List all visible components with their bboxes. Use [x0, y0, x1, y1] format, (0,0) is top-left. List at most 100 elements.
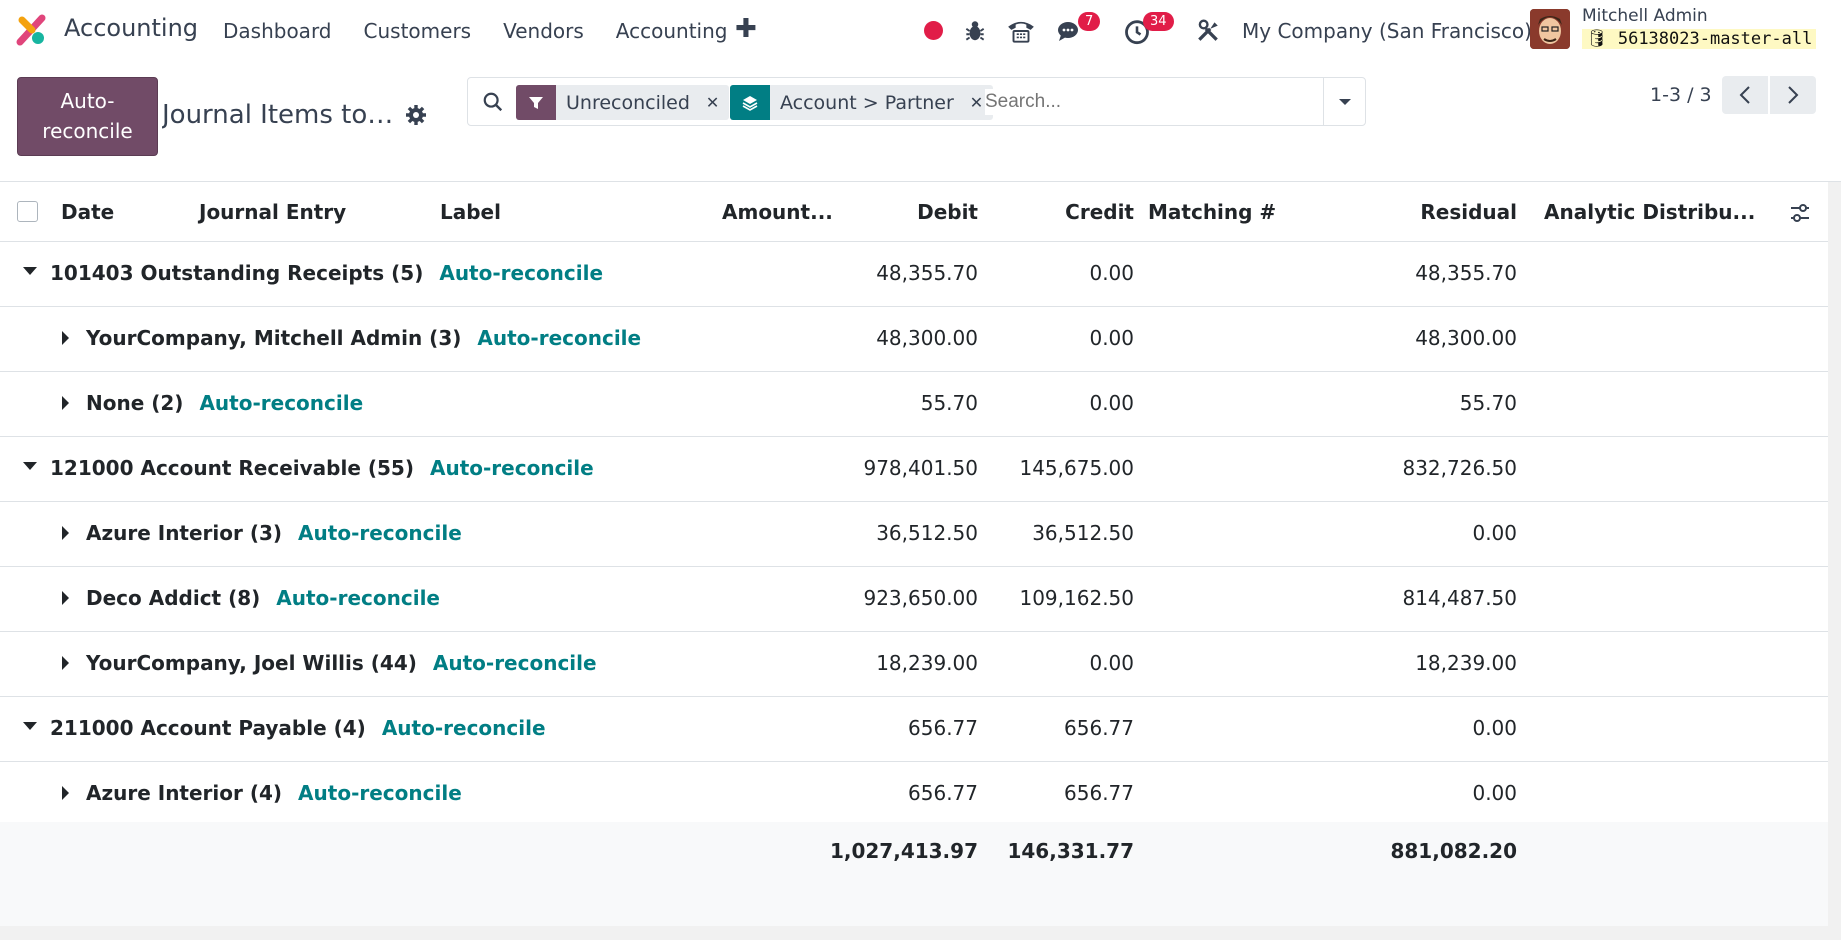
database-name: 🛢 56138023-master-all [1582, 29, 1817, 49]
search-input[interactable] [985, 89, 1285, 115]
user-name[interactable]: Mitchell Admin [1582, 6, 1708, 26]
record-status-icon[interactable] [924, 21, 943, 40]
facet-label: Unreconciled [566, 91, 690, 114]
group-debit: 978,401.50 [863, 456, 978, 480]
group-auto-reconcile-link[interactable]: Auto-reconcile [439, 261, 604, 285]
control-panel: Auto- reconcile Journal Items to r... Un… [0, 62, 1841, 182]
group-row-partner[interactable]: Azure Interior (3) Auto-reconcile 36,512.5… [0, 502, 1828, 567]
menu-item-vendors[interactable]: Vendors [503, 19, 584, 43]
search-options-toggle[interactable] [1323, 78, 1365, 125]
group-row-partner[interactable]: Azure Interior (4) Auto-reconcile 656.77 65… [0, 762, 1828, 827]
select-all-checkbox[interactable] [17, 201, 38, 222]
group-debit: 18,239.00 [876, 651, 978, 675]
remove-facet-close-icon[interactable]: ✕ [705, 93, 720, 112]
column-header-amount[interactable]: Amount... [722, 200, 833, 224]
pager-value[interactable]: 1-3 / 3 [1650, 84, 1712, 106]
user-avatar[interactable] [1530, 9, 1570, 49]
column-header-journal-entry[interactable]: Journal Entry [199, 200, 347, 224]
group-row-partner[interactable]: YourCompany, Joel Willis (44) Auto-reconc… [0, 632, 1828, 697]
group-row-account[interactable]: 211000 Account Payable (4) Auto-reconcile… [0, 697, 1828, 762]
group-label: 121000 Account Receivable (55) Auto-recon… [50, 456, 594, 480]
accounting-app-logo-icon[interactable] [16, 14, 48, 46]
group-row-partner[interactable]: Deco Addict (8) Auto-reconcile 923,650.00 1… [0, 567, 1828, 632]
auto-reconcile-button[interactable]: Auto- reconcile [17, 77, 158, 156]
group-name: Azure Interior (3) [86, 521, 283, 545]
group-residual: 48,355.70 [1415, 261, 1517, 285]
vertical-scrollbar[interactable] [1828, 182, 1841, 926]
group-credit: 656.77 [1064, 781, 1134, 805]
menu-item-dashboard[interactable]: Dashboard [223, 19, 332, 43]
group-auto-reconcile-link[interactable]: Auto-reconcile [298, 781, 462, 805]
menu-item-customers[interactable]: Customers [363, 19, 472, 43]
database-label: 56138023-master-all [1617, 29, 1813, 49]
column-header-residual[interactable]: Residual [1420, 200, 1517, 224]
caret-right-icon [62, 786, 69, 800]
page-title: Journal Items to r... [162, 100, 394, 130]
group-debit: 923,650.00 [863, 586, 978, 610]
phone-icon[interactable] [1006, 16, 1036, 46]
column-header-matching[interactable]: Matching # [1148, 200, 1277, 224]
gear-icon[interactable] [404, 103, 428, 127]
group-auto-reconcile-link[interactable]: Auto-reconcile [276, 586, 440, 610]
total-credit: 146,331.77 [1007, 839, 1134, 863]
filter-icon [516, 85, 556, 120]
company-switcher[interactable]: My Company (San Francisco) [1242, 19, 1532, 43]
menu-item-accounting[interactable]: Accounting [615, 19, 728, 43]
group-credit: 145,675.00 [1019, 456, 1134, 480]
remove-facet-close-icon[interactable]: ✕ [969, 93, 984, 112]
search-bar: Unreconciled ✕ Account > Partner ✕ [467, 77, 1366, 126]
group-credit: 0.00 [1089, 651, 1134, 675]
search-facet-groupby: Account > Partner ✕ [730, 85, 994, 120]
group-residual: 832,726.50 [1402, 456, 1517, 480]
app-name[interactable]: Accounting [64, 14, 199, 42]
group-debit: 55.70 [920, 391, 978, 415]
group-auto-reconcile-link[interactable]: Auto-reconcile [432, 651, 597, 675]
group-credit: 0.00 [1089, 391, 1134, 415]
group-auto-reconcile-link[interactable]: Auto-reconcile [298, 521, 462, 545]
activities-badge: 34 [1143, 12, 1174, 31]
layers-icon [730, 85, 770, 120]
messages-badge: 7 [1078, 12, 1101, 31]
total-residual: 881,082.20 [1390, 839, 1517, 863]
group-label: None (2) Auto-reconcile [86, 391, 363, 415]
search-icon[interactable] [482, 91, 504, 113]
group-auto-reconcile-link[interactable]: Auto-reconcile [429, 456, 594, 480]
caret-down-icon [23, 267, 37, 275]
group-credit: 36,512.50 [1032, 521, 1134, 545]
group-credit: 656.77 [1064, 716, 1134, 740]
group-name: YourCompany, Mitchell Admin (3) [86, 326, 462, 350]
caret-right-icon [62, 656, 69, 670]
search-facet-unreconciled: Unreconciled ✕ [516, 85, 730, 120]
pager-previous-button[interactable] [1722, 76, 1768, 114]
group-label: 211000 Account Payable (4) Auto-reconcile [50, 716, 546, 740]
caret-down-icon [23, 722, 37, 730]
group-name: Deco Addict (8) [86, 586, 261, 610]
activity-clock-icon[interactable] [1123, 16, 1151, 46]
group-label: YourCompany, Mitchell Admin (3) Auto-reco… [86, 326, 641, 350]
tools-icon[interactable] [1195, 16, 1221, 46]
group-auto-reconcile-link[interactable]: Auto-reconcile [477, 326, 642, 350]
column-header-analytic-distribution[interactable]: Analytic Distribu... [1544, 200, 1756, 224]
group-row-account[interactable]: 121000 Account Receivable (55) Auto-recon… [0, 437, 1828, 502]
group-row-partner[interactable]: YourCompany, Mitchell Admin (3) Auto-reco… [0, 307, 1828, 372]
column-header-debit[interactable]: Debit [917, 200, 978, 224]
group-residual: 0.00 [1472, 521, 1517, 545]
group-auto-reconcile-link[interactable]: Auto-reconcile [381, 716, 546, 740]
messages-icon[interactable] [1056, 16, 1084, 46]
optional-columns-sliders-icon[interactable] [1789, 202, 1811, 224]
group-name: 121000 Account Receivable (55) [50, 456, 414, 480]
pager-next-button[interactable] [1770, 76, 1816, 114]
column-header-date[interactable]: Date [61, 200, 115, 224]
column-header-credit[interactable]: Credit [1065, 200, 1134, 224]
group-credit: 0.00 [1089, 261, 1134, 285]
caret-down-icon [23, 462, 37, 470]
group-row-account[interactable]: 101403 Outstanding Receipts (5) Auto-reco… [0, 242, 1828, 307]
plus-icon[interactable]: ✚ [735, 14, 757, 44]
group-debit: 48,355.70 [876, 261, 978, 285]
group-residual: 55.70 [1459, 391, 1517, 415]
bug-icon[interactable] [962, 16, 988, 46]
column-header-label[interactable]: Label [440, 200, 501, 224]
group-row-partner[interactable]: None (2) Auto-reconcile 55.70 0.00 55.70 [0, 372, 1828, 437]
group-auto-reconcile-link[interactable]: Auto-reconcile [199, 391, 364, 415]
horizontal-scrollbar[interactable] [0, 926, 1841, 940]
